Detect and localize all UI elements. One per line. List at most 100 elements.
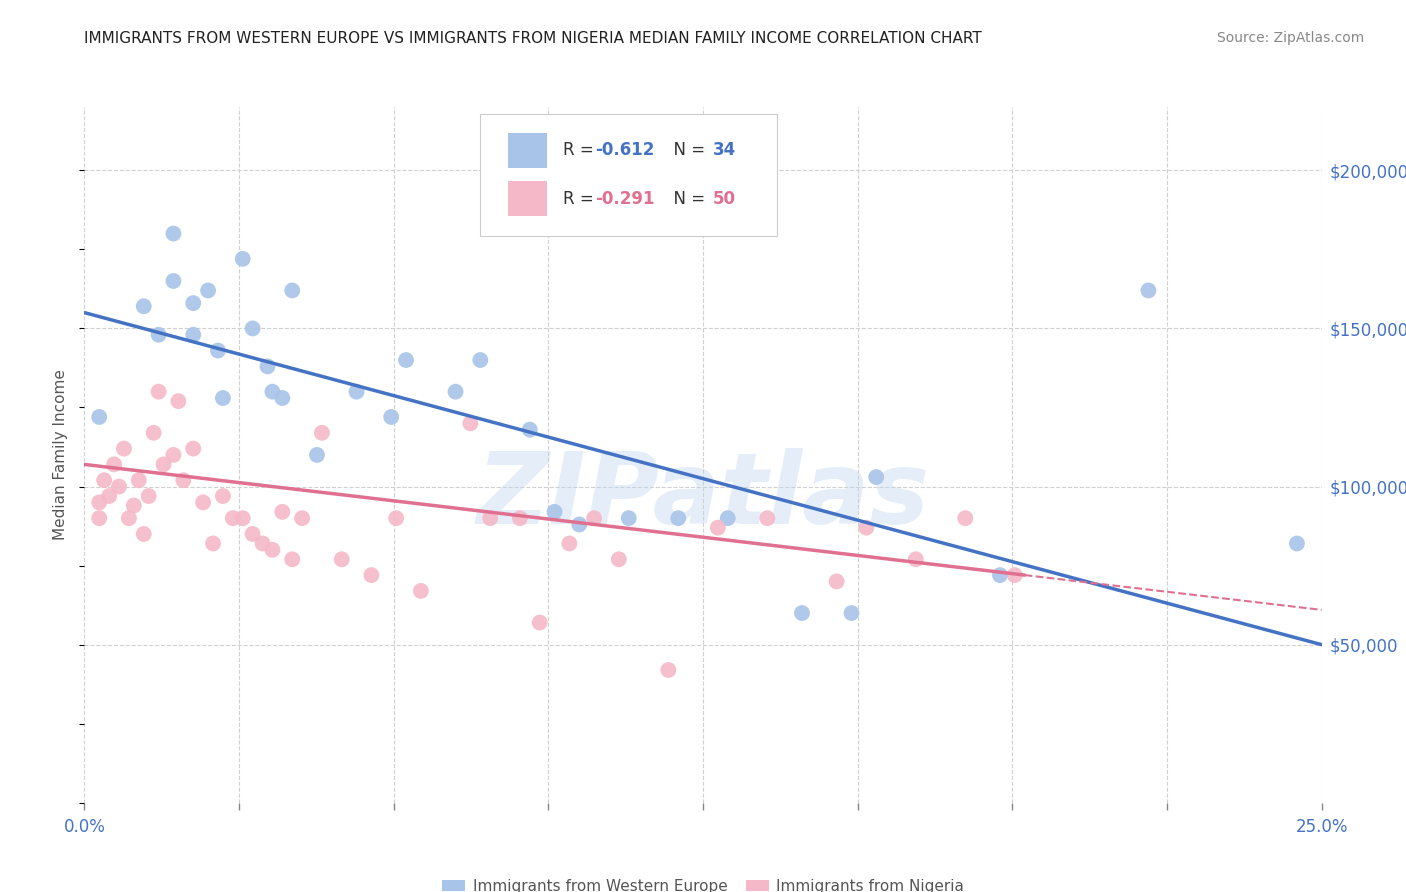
Point	[583, 511, 606, 525]
Point	[242, 321, 264, 335]
Point	[103, 458, 125, 472]
Point	[666, 511, 689, 525]
Point	[232, 511, 254, 525]
Text: ZIPatlas: ZIPatlas	[477, 448, 929, 545]
Point	[360, 568, 382, 582]
Point	[607, 552, 630, 566]
Point	[291, 511, 314, 525]
Point	[955, 511, 977, 525]
Point	[657, 663, 679, 677]
Point	[93, 473, 115, 487]
Point	[132, 527, 155, 541]
Point	[162, 274, 184, 288]
Point	[172, 473, 194, 487]
Point	[262, 384, 284, 399]
Point	[89, 495, 111, 509]
Point	[825, 574, 848, 589]
Point	[191, 495, 214, 509]
Text: 50: 50	[713, 190, 735, 208]
Point	[617, 511, 640, 525]
Bar	[508, 181, 547, 216]
Y-axis label: Median Family Income: Median Family Income	[53, 369, 69, 541]
Point	[112, 442, 135, 456]
Bar	[508, 133, 547, 168]
Text: -0.291: -0.291	[595, 190, 655, 208]
Point	[717, 511, 740, 525]
Point	[330, 552, 353, 566]
Point	[148, 327, 170, 342]
Point	[181, 296, 204, 310]
Text: -0.612: -0.612	[595, 141, 655, 159]
Point	[444, 384, 467, 399]
Point	[519, 423, 541, 437]
Point	[855, 521, 877, 535]
Point	[395, 353, 418, 368]
FancyBboxPatch shape	[481, 114, 778, 235]
Point	[212, 489, 235, 503]
Point	[904, 552, 927, 566]
Point	[162, 448, 184, 462]
Legend: Immigrants from Western Europe, Immigrants from Nigeria: Immigrants from Western Europe, Immigran…	[436, 873, 970, 892]
Point	[568, 517, 591, 532]
Point	[460, 417, 482, 431]
Point	[222, 511, 245, 525]
Point	[202, 536, 225, 550]
Point	[132, 299, 155, 313]
Point	[311, 425, 333, 440]
Point	[152, 458, 174, 472]
Point	[118, 511, 141, 525]
Point	[128, 473, 150, 487]
Point	[108, 479, 131, 493]
Point	[181, 442, 204, 456]
Text: R =: R =	[564, 141, 599, 159]
Point	[543, 505, 565, 519]
Point	[1285, 536, 1308, 550]
Point	[281, 552, 304, 566]
Point	[305, 448, 328, 462]
Point	[271, 391, 294, 405]
Text: N =: N =	[664, 190, 711, 208]
Point	[232, 252, 254, 266]
Point	[385, 511, 408, 525]
Point	[138, 489, 160, 503]
Point	[207, 343, 229, 358]
Point	[281, 284, 304, 298]
Point	[98, 489, 121, 503]
Point	[122, 499, 145, 513]
Point	[148, 384, 170, 399]
Point	[380, 409, 402, 424]
Point	[509, 511, 531, 525]
Point	[756, 511, 779, 525]
Text: N =: N =	[664, 141, 711, 159]
Point	[181, 327, 204, 342]
Text: R =: R =	[564, 190, 599, 208]
Point	[242, 527, 264, 541]
Point	[167, 394, 190, 409]
Point	[256, 359, 278, 374]
Point	[1004, 568, 1026, 582]
Point	[409, 583, 432, 598]
Point	[988, 568, 1011, 582]
Point	[346, 384, 368, 399]
Point	[197, 284, 219, 298]
Text: IMMIGRANTS FROM WESTERN EUROPE VS IMMIGRANTS FROM NIGERIA MEDIAN FAMILY INCOME C: IMMIGRANTS FROM WESTERN EUROPE VS IMMIGR…	[84, 31, 983, 46]
Point	[865, 470, 887, 484]
Text: 34: 34	[713, 141, 737, 159]
Point	[89, 511, 111, 525]
Point	[271, 505, 294, 519]
Point	[142, 425, 165, 440]
Point	[841, 606, 863, 620]
Text: Source: ZipAtlas.com: Source: ZipAtlas.com	[1216, 31, 1364, 45]
Point	[162, 227, 184, 241]
Point	[1137, 284, 1160, 298]
Point	[252, 536, 274, 550]
Point	[89, 409, 111, 424]
Point	[707, 521, 730, 535]
Point	[790, 606, 813, 620]
Point	[479, 511, 502, 525]
Point	[470, 353, 492, 368]
Point	[262, 542, 284, 557]
Point	[558, 536, 581, 550]
Point	[212, 391, 235, 405]
Point	[529, 615, 551, 630]
